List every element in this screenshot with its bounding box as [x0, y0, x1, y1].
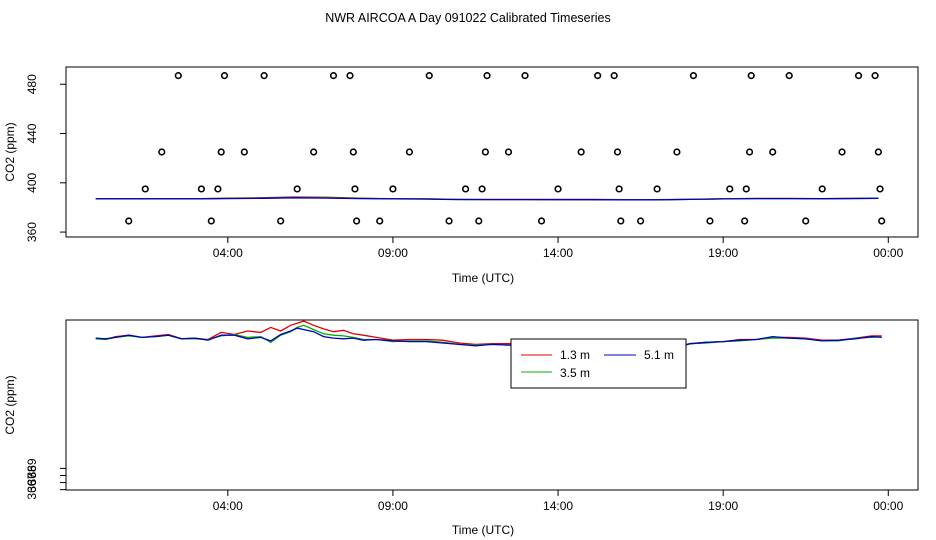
- top-point: [353, 217, 361, 225]
- top-point: [554, 185, 562, 193]
- top-plot-frame: [65, 66, 919, 238]
- top-plot-area: [95, 72, 886, 225]
- top-point: [214, 185, 222, 193]
- legend-box: [510, 338, 687, 389]
- top-point: [878, 217, 886, 225]
- top-point: [207, 217, 215, 225]
- top-point: [376, 217, 384, 225]
- top-y-tick-label: 480: [25, 74, 39, 94]
- top-point: [742, 185, 750, 193]
- top-point: [521, 72, 529, 80]
- top-x-tick-label: 19:00: [708, 246, 738, 260]
- legend: 1.3 m 5.1 m 3.5 m: [510, 338, 687, 389]
- bottom-y-axis-label: CO2 (ppm): [3, 375, 17, 434]
- top-point: [876, 185, 884, 193]
- top-point: [747, 72, 755, 80]
- bottom-x-tick-label: 04:00: [213, 499, 243, 513]
- bottom-y-tick-label: 369: [25, 458, 39, 478]
- top-series-5-1-m: [95, 197, 879, 201]
- top-y-axis-label: CO2 (ppm): [3, 122, 17, 181]
- top-point: [785, 72, 793, 80]
- top-point: [405, 148, 414, 156]
- top-point: [197, 185, 205, 193]
- top-point: [346, 72, 354, 80]
- bottom-y-tick-label: 367: [25, 472, 39, 492]
- top-point: [537, 217, 546, 225]
- top-point: [854, 72, 863, 80]
- top-y-tick-label: 360: [25, 222, 39, 242]
- top-point: [577, 148, 585, 156]
- top-point: [481, 148, 489, 156]
- bottom-x-tick-label: 00:00: [873, 499, 903, 513]
- top-point: [617, 217, 625, 225]
- top-point: [610, 72, 618, 80]
- top-point: [351, 185, 359, 193]
- top-point: [874, 148, 882, 156]
- bottom-plot-frame: [65, 319, 919, 491]
- top-point: [726, 185, 734, 193]
- top-x-tick-label: 14:00: [543, 246, 573, 260]
- bottom-series-1-3-m: [95, 320, 882, 348]
- top-point: [818, 185, 826, 193]
- top-point: [260, 72, 268, 80]
- top-y-axis: 360 400 440 480: [25, 74, 67, 242]
- bottom-x-tick-label: 19:00: [708, 499, 738, 513]
- top-point: [217, 148, 225, 156]
- top-point: [615, 185, 623, 193]
- top-point: [871, 72, 879, 80]
- top-point: [613, 148, 622, 156]
- top-point: [769, 148, 777, 156]
- bottom-y-tick-label: 368: [25, 465, 39, 485]
- top-point: [478, 185, 486, 193]
- top-point: [240, 148, 248, 156]
- bottom-x-tick-label: 09:00: [378, 499, 408, 513]
- top-x-tick-label: 04:00: [213, 246, 243, 260]
- top-point: [293, 185, 301, 193]
- top-point: [141, 185, 149, 193]
- top-y-tick-label: 400: [25, 172, 39, 192]
- top-point: [637, 217, 645, 225]
- top-point: [329, 72, 338, 80]
- top-point: [461, 185, 470, 193]
- top-point: [277, 217, 285, 225]
- legend-label-5-1m: 5.1 m: [644, 348, 674, 362]
- top-point: [310, 148, 318, 156]
- bottom-x-tick-label: 14:00: [543, 499, 573, 513]
- bottom-y-tick-label: 366: [25, 479, 39, 499]
- top-point: [220, 72, 229, 80]
- top-point: [504, 148, 513, 156]
- top-x-tick-label: 00:00: [873, 246, 903, 260]
- top-x-axis-label: Time (UTC): [452, 271, 514, 285]
- top-point: [389, 185, 397, 193]
- top-y-tick-label: 440: [25, 123, 39, 143]
- top-point: [741, 217, 749, 225]
- legend-label-3-5m: 3.5 m: [560, 366, 590, 380]
- bottom-x-axis-label: Time (UTC): [452, 523, 514, 537]
- top-point: [158, 148, 166, 156]
- top-point: [445, 217, 453, 225]
- top-point: [653, 185, 661, 193]
- legend-label-1-3m: 1.3 m: [560, 348, 590, 362]
- top-point: [802, 217, 810, 225]
- top-point: [475, 217, 483, 225]
- top-point: [706, 217, 714, 225]
- bottom-plot-area: [95, 320, 882, 349]
- top-point: [689, 72, 698, 80]
- top-point: [594, 72, 602, 80]
- bottom-x-axis: 04:00 09:00 14:00 19:00 00:00: [213, 489, 904, 513]
- top-point: [125, 217, 133, 225]
- top-x-axis: 04:00 09:00 14:00 19:00 00:00: [213, 236, 904, 260]
- bottom-series-5-1-m: [95, 327, 882, 349]
- top-point: [174, 72, 182, 80]
- top-point: [349, 148, 357, 156]
- top-point: [673, 148, 681, 156]
- top-point: [745, 148, 754, 156]
- figure-title: NWR AIRCOA A Day 091022 Calibrated Times…: [325, 11, 611, 25]
- top-x-tick-label: 09:00: [378, 246, 408, 260]
- top-point: [425, 72, 433, 80]
- top-point: [838, 148, 846, 156]
- top-point: [483, 72, 491, 80]
